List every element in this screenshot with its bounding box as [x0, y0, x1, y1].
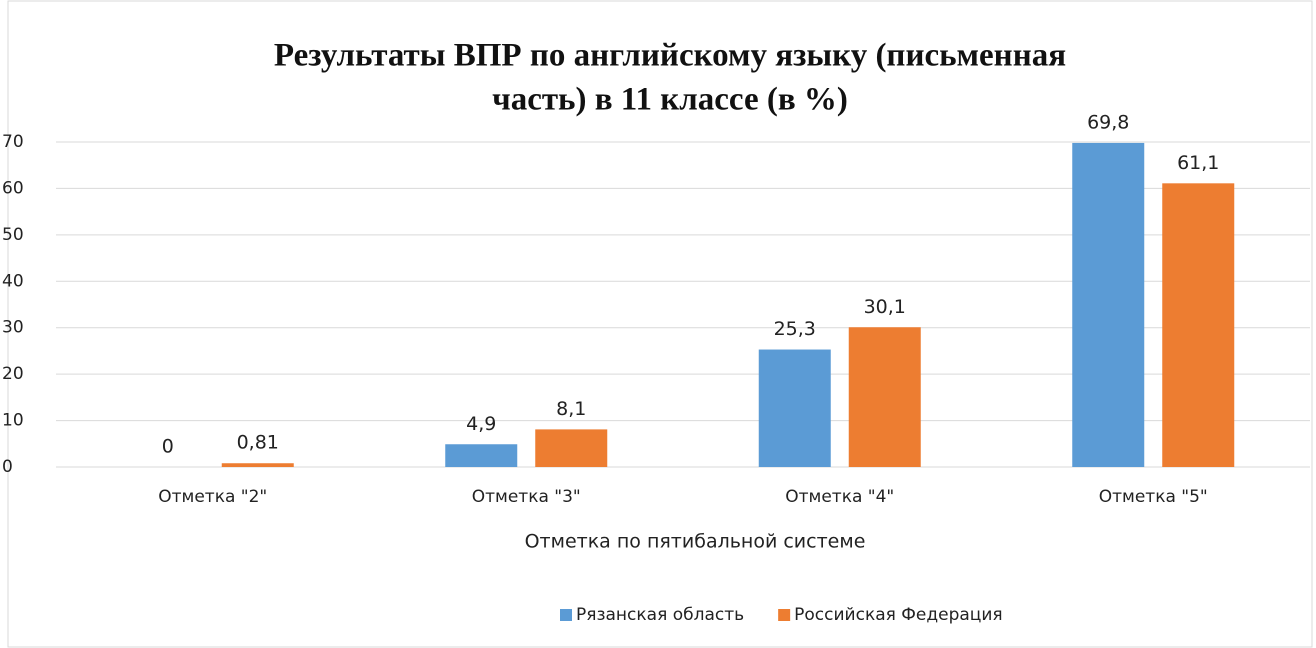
value-label: 0,81 — [237, 432, 279, 454]
chart-title: Результаты ВПР по английскому языку (пис… — [274, 38, 1066, 74]
x-axis-title: Отметка по пятибальной системе — [525, 531, 866, 553]
bar — [535, 429, 608, 467]
value-label: 61,1 — [1177, 152, 1219, 174]
bar — [848, 327, 921, 467]
y-tick-label: 60 — [2, 178, 24, 198]
y-tick-label: 0 — [2, 457, 13, 477]
legend-label: Российская Федерация — [794, 605, 1002, 625]
bar — [1072, 142, 1145, 467]
legend-swatch — [560, 609, 572, 621]
y-tick-label: 40 — [2, 271, 24, 291]
y-tick-label: 10 — [2, 411, 24, 431]
value-label: 4,9 — [466, 413, 496, 435]
x-tick-label: Отметка "4" — [785, 487, 894, 507]
value-label: 30,1 — [864, 296, 906, 318]
value-label: 69,8 — [1087, 111, 1129, 133]
value-label: 8,1 — [556, 398, 586, 420]
x-tick-label: Отметка "2" — [158, 487, 267, 507]
bar — [1162, 183, 1235, 468]
legend-label: Рязанская область — [576, 605, 744, 625]
value-label: 0 — [162, 436, 174, 458]
bar — [221, 463, 294, 467]
x-tick-label: Отметка "3" — [472, 487, 581, 507]
bar — [758, 349, 831, 467]
chart-title: часть) в 11 классе (в %) — [492, 82, 848, 118]
x-tick-label: Отметка "5" — [1099, 487, 1208, 507]
legend-swatch — [778, 609, 791, 621]
y-tick-label: 50 — [2, 225, 24, 245]
value-label: 25,3 — [774, 318, 816, 340]
y-tick-label: 70 — [2, 132, 24, 152]
y-tick-label: 20 — [2, 364, 24, 384]
bar — [445, 444, 518, 467]
y-tick-label: 30 — [2, 318, 24, 338]
